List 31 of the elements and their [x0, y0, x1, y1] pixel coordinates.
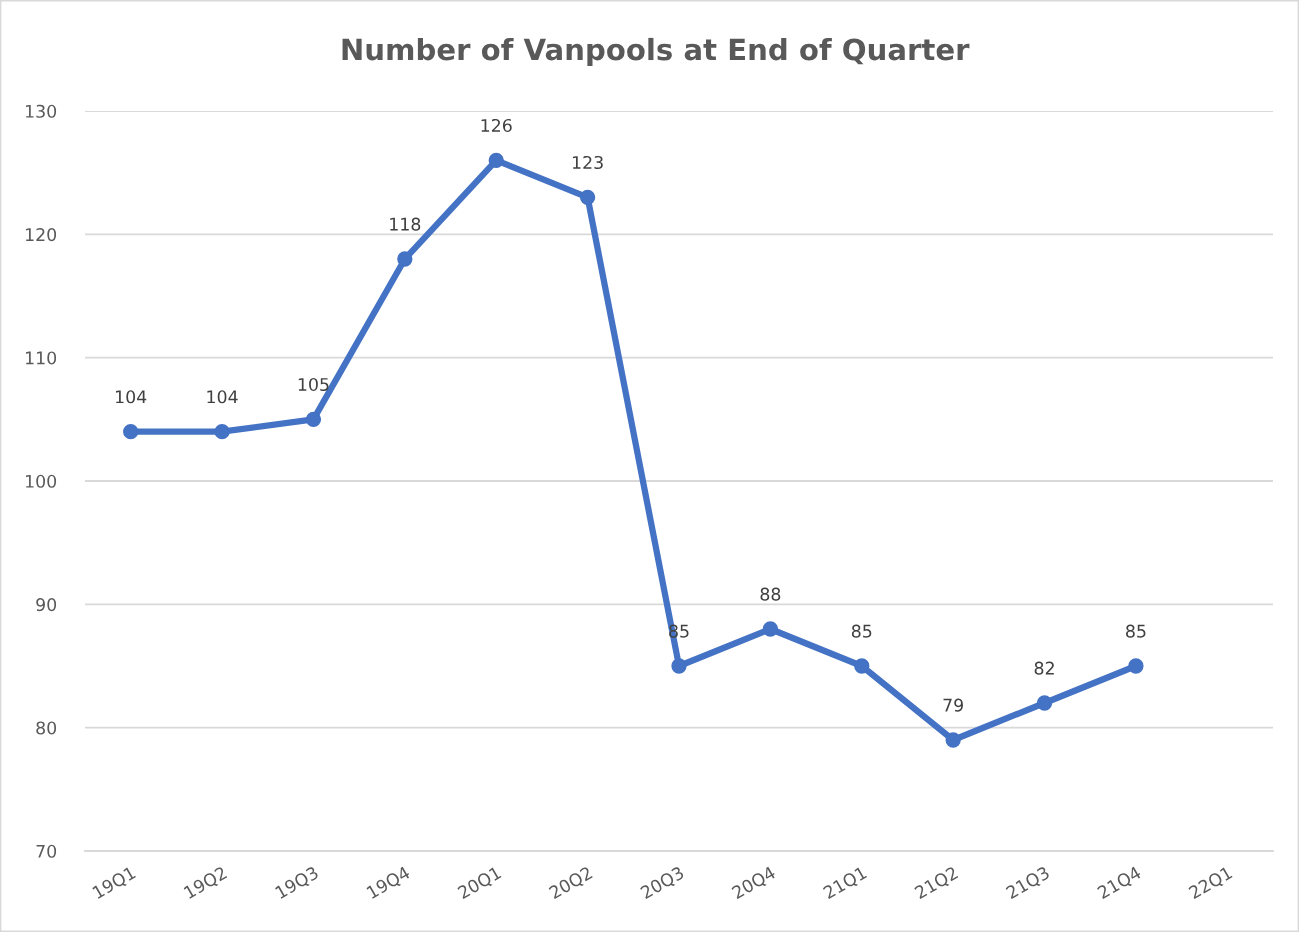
point [1036, 695, 1053, 711]
point [488, 152, 504, 168]
y-tick-label: 110 [25, 351, 57, 365]
point [579, 189, 596, 205]
point [762, 621, 779, 637]
point [123, 424, 139, 440]
point [671, 658, 687, 674]
data-label: 126 [481, 118, 512, 133]
point [1128, 658, 1144, 674]
data-label: 104 [116, 390, 147, 404]
point [214, 424, 230, 440]
data-label: 85 [851, 624, 872, 638]
y-tick-label: 80 [36, 721, 57, 735]
point [945, 732, 961, 748]
data-label: 104 [207, 390, 238, 404]
data-label: 118 [390, 217, 421, 231]
point [305, 411, 322, 427]
data-label: 79 [943, 698, 963, 712]
y-tick-label: 130 [25, 104, 57, 118]
data-label: 82 [1034, 661, 1054, 675]
chart-title: Number of Vanpools at End of Quarter [342, 37, 970, 67]
data-label: 105 [298, 377, 329, 392]
data-label: 85 [1126, 624, 1146, 638]
data-label: 123 [572, 155, 603, 170]
y-tick-label: 90 [36, 598, 57, 612]
y-tick-label: 100 [25, 474, 57, 488]
data-label: 88 [760, 587, 781, 601]
y-tick-label: 120 [25, 228, 57, 242]
point [397, 251, 413, 267]
point [854, 658, 870, 674]
y-tick-label: 70 [36, 844, 57, 858]
